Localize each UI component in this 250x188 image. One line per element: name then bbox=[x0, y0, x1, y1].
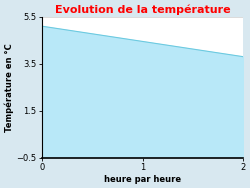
X-axis label: heure par heure: heure par heure bbox=[104, 175, 181, 184]
Y-axis label: Température en °C: Température en °C bbox=[4, 43, 14, 132]
Title: Evolution de la température: Evolution de la température bbox=[55, 4, 231, 15]
